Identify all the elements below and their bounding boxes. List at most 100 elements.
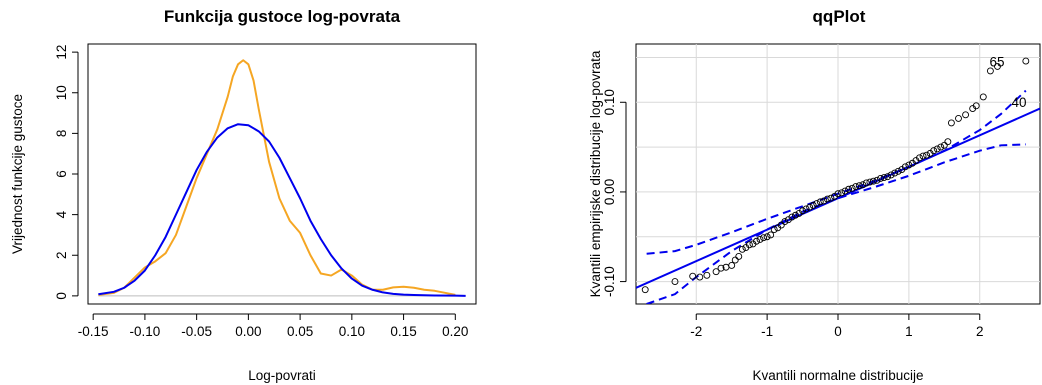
qq-point (820, 197, 828, 205)
qq-point (753, 237, 760, 245)
qq-point (1022, 57, 1030, 65)
density-x-tick-label: 0.15 (390, 324, 416, 339)
density-y-tick-label: 4 (54, 210, 69, 218)
qq-point (947, 119, 955, 127)
qq-point (838, 189, 845, 197)
qq-point (813, 200, 821, 208)
qq-gridlines (636, 44, 1040, 304)
density-y-tick-label: 2 (54, 251, 69, 259)
density-y-tick-label: 6 (54, 170, 69, 178)
qq-point (777, 221, 785, 229)
density-y-axis-label: Vrijednost funkcije gustoce (10, 94, 25, 254)
density-y-tick-label: 10 (54, 85, 69, 100)
qq-point (937, 143, 945, 151)
density-curves (98, 59, 466, 297)
qq-point (862, 179, 870, 187)
qq-point (923, 151, 931, 159)
qq-point (760, 234, 768, 242)
qq-point (994, 62, 1001, 70)
density-x-tick-label: -0.05 (181, 324, 212, 339)
qq-point (809, 201, 817, 209)
qq-point (728, 261, 736, 269)
qq-point (834, 190, 842, 198)
qq-point (880, 174, 888, 182)
qq-point (962, 111, 970, 119)
qq-point (944, 138, 952, 146)
qq-point (827, 194, 835, 202)
density-normal-line (98, 123, 466, 297)
qq-point (919, 152, 927, 160)
qq-x-tick-label: -2 (690, 324, 702, 339)
qq-x-tick-label: 1 (905, 324, 913, 339)
qq-point (767, 231, 775, 239)
qq-x-tick-label: -1 (761, 324, 773, 339)
qq-x-tick-label: 2 (976, 324, 984, 339)
qq-y-tick-label: 0.10 (602, 89, 617, 115)
qq-point (802, 205, 810, 213)
qq-point (703, 271, 711, 279)
qq-point (845, 185, 853, 193)
qq-point (781, 218, 789, 225)
qq-point (745, 241, 753, 249)
qq-annotation: 65 (990, 54, 1005, 69)
qq-point (852, 183, 860, 191)
qq-point (869, 177, 877, 185)
qq-point (955, 114, 962, 122)
qq-point (712, 268, 720, 276)
density-x-tick-label: -0.15 (78, 324, 109, 339)
qq-point (905, 161, 913, 169)
qq-point (859, 181, 867, 189)
qq-point (689, 272, 697, 280)
qq-point (986, 67, 994, 75)
qq-x-tick-label: 0 (834, 324, 842, 339)
density-x-tick-label: 0.00 (235, 324, 261, 339)
qq-point (696, 273, 704, 281)
qq-point (866, 178, 874, 186)
qq-x-axis: -2 -1 0 1 2 (690, 313, 984, 339)
qq-point (823, 195, 831, 203)
density-x-tick-label: -0.10 (130, 324, 161, 339)
qq-point (816, 198, 824, 206)
qq-point (841, 187, 849, 195)
qq-confidence-lower (646, 143, 1026, 304)
qq-y-tick-label: -0.10 (602, 266, 617, 297)
qq-point (933, 145, 941, 153)
qq-point (894, 167, 902, 175)
qq-lines (636, 89, 1040, 304)
density-plot-frame (87, 43, 477, 305)
qq-point (735, 253, 743, 260)
qq-point (756, 235, 764, 243)
density-x-tick-label: 0.10 (339, 324, 365, 339)
density-y-tick-label: 8 (54, 130, 69, 138)
qq-point (763, 233, 771, 241)
qq-point (901, 163, 909, 171)
qq-title: qqPlot (813, 7, 866, 26)
qq-y-tick-label: 0.00 (602, 179, 617, 205)
qq-panel: qqPlot 40 65 -2 -1 0 1 2 -0.10 0.00 0.10 Kvanti… (588, 7, 1041, 383)
qq-point (855, 182, 863, 190)
qq-point (873, 176, 881, 184)
qq-point (641, 286, 649, 294)
qq-point (916, 154, 923, 162)
qq-point (877, 175, 884, 182)
qq-point (884, 173, 892, 181)
qq-marks: 40 65 (636, 54, 1040, 304)
qq-reference-line (636, 107, 1040, 289)
qq-point (979, 93, 987, 101)
qq-point (972, 102, 980, 110)
density-panel: Funkcija gustoce log-povrata -0.15 -0.10-… (10, 7, 477, 383)
qq-point (792, 211, 799, 219)
qq-point (671, 278, 679, 286)
qq-x-axis-label: Kvantili normalne distribucije (752, 368, 923, 383)
qq-confidence-upper (646, 89, 1027, 255)
qq-point (806, 203, 814, 211)
qq-point (799, 207, 807, 215)
qq-y-axis: -0.10 0.00 0.10 (602, 89, 627, 297)
qq-point (717, 264, 725, 272)
qq-point (891, 169, 899, 177)
qq-point (887, 171, 895, 179)
qq-point (788, 213, 796, 221)
qq-point (770, 226, 778, 234)
density-x-tick-label: 0.20 (442, 324, 468, 339)
